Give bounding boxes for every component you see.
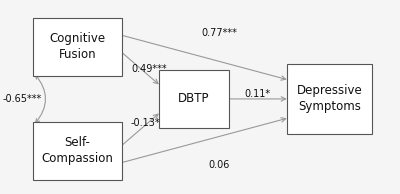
Text: Depressive
Symptoms: Depressive Symptoms [297,84,362,113]
Text: -0.13*: -0.13* [130,118,160,128]
FancyBboxPatch shape [33,122,122,180]
Text: 0.11*: 0.11* [245,89,271,99]
Text: Cognitive
Fusion: Cognitive Fusion [50,32,106,61]
Text: DBTP: DBTP [178,92,210,105]
Text: 0.49***: 0.49*** [132,64,167,74]
Text: 0.06: 0.06 [208,160,230,170]
FancyArrowPatch shape [36,75,46,123]
FancyBboxPatch shape [159,70,229,128]
Text: Self-
Compassion: Self- Compassion [42,136,114,165]
Text: -0.65***: -0.65*** [3,94,42,104]
FancyBboxPatch shape [33,18,122,76]
FancyBboxPatch shape [287,64,372,134]
Text: 0.77***: 0.77*** [201,29,237,38]
